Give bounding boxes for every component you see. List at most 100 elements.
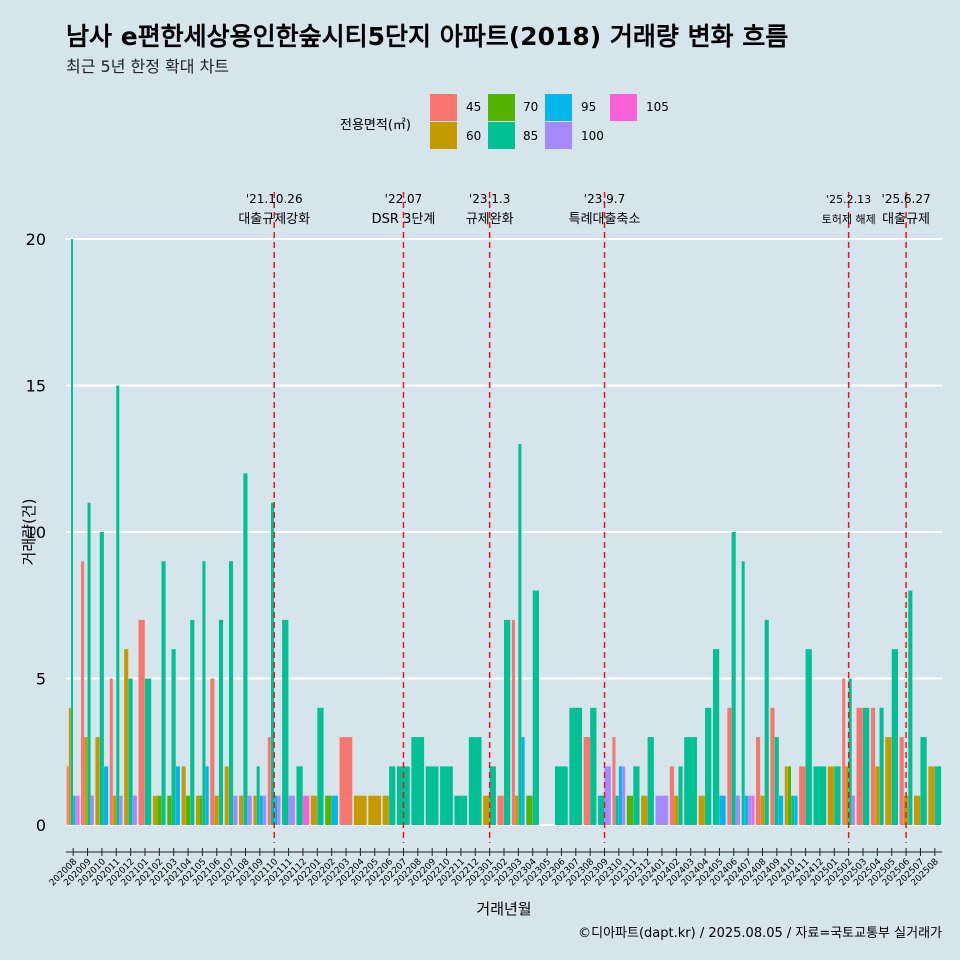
bar <box>77 795 80 825</box>
bar <box>885 737 892 825</box>
bar <box>253 795 257 825</box>
bar <box>185 795 191 825</box>
event-name-label: 규제완화 <box>466 212 514 227</box>
legend-title: 전용면적(㎡) <box>340 118 411 133</box>
bar <box>827 766 835 825</box>
bar <box>152 795 157 825</box>
bar <box>851 795 855 825</box>
legend-swatch-105 <box>610 94 637 121</box>
bar <box>389 766 396 825</box>
legend-swatch-60 <box>430 122 457 149</box>
bar <box>263 795 267 825</box>
legend-label-100: 100 <box>581 129 604 143</box>
bar <box>756 737 761 825</box>
bar <box>243 473 248 825</box>
bar <box>735 795 741 825</box>
bar <box>764 619 769 825</box>
bar <box>598 795 605 825</box>
event-name-label: 대출규제 <box>882 212 930 227</box>
bar <box>138 619 145 825</box>
bar <box>331 795 338 825</box>
y-tick-label: 5 <box>36 670 46 689</box>
legend-swatch-100 <box>545 122 572 149</box>
event-name-label: 토허제 해제 <box>822 212 876 226</box>
legend-swatch-45 <box>430 94 457 121</box>
bar <box>794 795 798 825</box>
bar <box>233 795 238 825</box>
bar <box>116 385 120 825</box>
legend-label-70: 70 <box>523 100 539 114</box>
bar <box>515 795 519 825</box>
bar <box>879 707 884 825</box>
bar <box>282 619 289 825</box>
bar <box>104 766 109 825</box>
bar <box>296 766 303 825</box>
bar <box>633 766 640 825</box>
bar <box>353 795 367 825</box>
bar <box>727 707 732 825</box>
y-tick-label: 0 <box>36 816 46 835</box>
bar <box>842 678 846 825</box>
bar <box>845 766 849 825</box>
bar <box>655 795 669 825</box>
bar <box>325 795 332 825</box>
y-tick-label: 15 <box>26 377 46 396</box>
bar <box>774 737 779 825</box>
bar <box>224 766 229 825</box>
bar <box>95 737 100 825</box>
event-date-label: '25.2.13 <box>826 193 871 206</box>
bar <box>382 795 389 825</box>
bar <box>339 737 353 825</box>
bar <box>68 707 71 825</box>
bar <box>181 766 186 825</box>
bar <box>784 766 788 825</box>
bar <box>440 766 453 825</box>
bar <box>277 795 281 825</box>
bar <box>124 649 129 825</box>
bar <box>66 766 69 825</box>
y-axis-title: 거래량(건) <box>20 499 38 566</box>
bar <box>626 795 634 825</box>
bar <box>202 561 206 825</box>
bar <box>71 239 73 825</box>
bar <box>698 795 705 825</box>
source-caption: ©디아파트(dapt.kr) / 2025.08.05 / 자료=국토교통부 실… <box>578 926 942 941</box>
bar <box>612 737 616 825</box>
bar <box>99 532 104 825</box>
bar <box>870 707 876 825</box>
bar <box>903 795 909 825</box>
x-axis-title: 거래년월 <box>476 900 531 918</box>
bar <box>171 649 176 825</box>
bar <box>899 737 904 825</box>
bar <box>791 795 795 825</box>
bar <box>934 766 942 825</box>
bar <box>618 766 622 825</box>
bar <box>748 795 752 825</box>
legend-label-60: 60 <box>466 129 482 143</box>
event-name-label: 특례대출축소 <box>569 212 641 227</box>
bar <box>274 795 278 825</box>
bar <box>760 795 765 825</box>
bar <box>615 795 619 825</box>
bar <box>674 795 679 825</box>
bar <box>647 737 654 825</box>
bar <box>891 649 898 825</box>
bar <box>205 766 209 825</box>
bar <box>239 795 244 825</box>
event-date-label: '23.1.3 <box>469 192 510 206</box>
bar <box>787 766 792 825</box>
bar <box>270 502 275 825</box>
bar <box>856 707 863 825</box>
bar <box>875 766 880 825</box>
bar <box>712 649 720 825</box>
bar <box>81 561 85 825</box>
bar <box>73 795 76 825</box>
bar <box>214 795 219 825</box>
bar <box>411 737 425 825</box>
bar <box>256 766 260 825</box>
bar <box>195 795 199 825</box>
legend-swatch-95 <box>545 94 572 121</box>
bar <box>641 795 648 825</box>
bar <box>848 678 852 825</box>
bar <box>863 707 870 825</box>
